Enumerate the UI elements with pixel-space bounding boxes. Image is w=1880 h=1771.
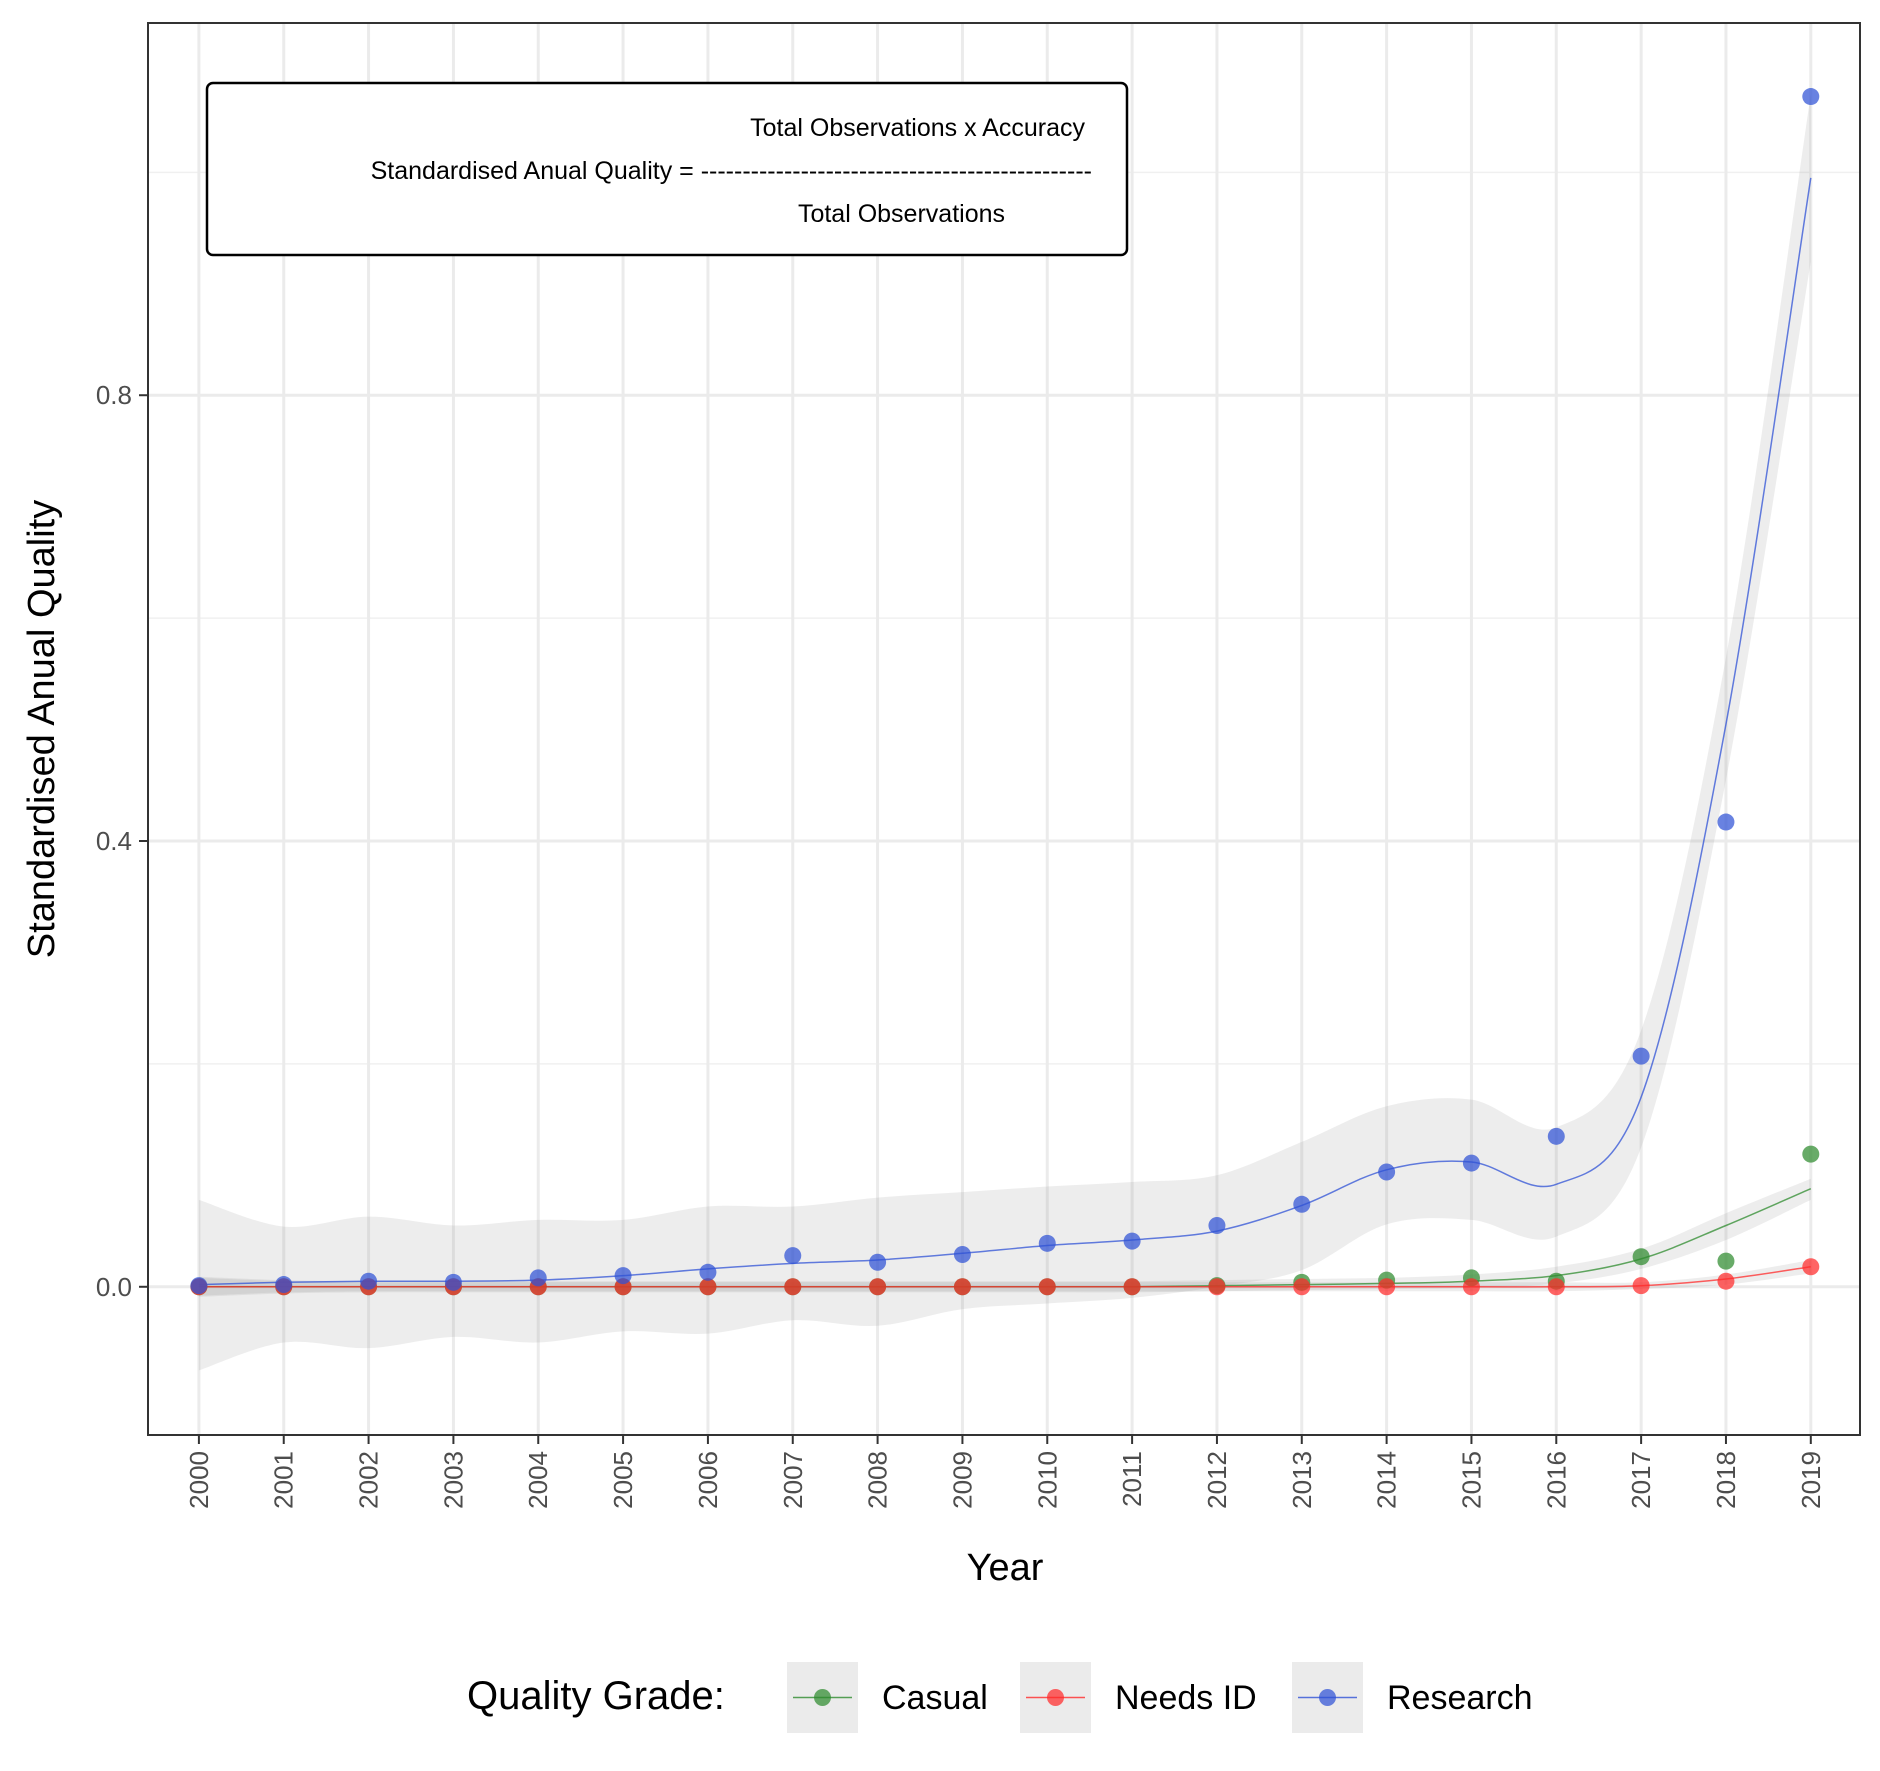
- data-point-research: [360, 1272, 378, 1290]
- data-point-research: [1632, 1047, 1650, 1065]
- data-point-needs-id: [1802, 1258, 1820, 1276]
- x-tick-label: 2001: [269, 1451, 299, 1509]
- data-point-needs-id: [1293, 1278, 1311, 1296]
- plot-border: [147, 22, 1861, 1436]
- data-point-research: [275, 1276, 293, 1294]
- legend-key-point: [1319, 1689, 1336, 1706]
- data-points: [190, 88, 1820, 1296]
- legend-key-point: [814, 1689, 831, 1706]
- data-point-research: [529, 1269, 547, 1287]
- y-axis-title: Standardised Anual Quality: [21, 500, 63, 958]
- formula-box: [205, 81, 1129, 257]
- data-point-needs-id: [784, 1278, 802, 1296]
- x-tick-label: 2004: [523, 1451, 553, 1509]
- data-point-research: [1038, 1234, 1056, 1252]
- x-tick-label: 2015: [1456, 1451, 1486, 1509]
- data-point-research: [190, 1277, 208, 1295]
- x-tick-label: 2018: [1711, 1451, 1741, 1509]
- data-point-research: [1717, 813, 1735, 831]
- confidence-band-research: [198, 94, 1811, 1371]
- legend: Quality Grade: Casual Needs ID Research: [467, 1662, 1533, 1733]
- data-point-research: [1462, 1154, 1480, 1172]
- data-point-research: [1802, 88, 1820, 106]
- y-axis: 0.0 0.4 0.8: [96, 380, 148, 1302]
- formula-annotation: Total Observations x Accuracy Standardis…: [205, 81, 1129, 257]
- x-tick-label: 2007: [778, 1451, 808, 1509]
- data-point-needs-id: [953, 1278, 971, 1296]
- data-point-needs-id: [1547, 1278, 1565, 1296]
- x-tick-label: 2002: [354, 1451, 384, 1509]
- data-point-needs-id: [1038, 1278, 1056, 1296]
- legend-title: Quality Grade:: [467, 1674, 725, 1718]
- legend-label: Casual: [882, 1679, 988, 1717]
- data-point-casual: [1802, 1145, 1820, 1163]
- data-point-needs-id: [699, 1278, 717, 1296]
- data-point-needs-id: [1632, 1277, 1650, 1295]
- x-tick-label: 2006: [693, 1451, 723, 1509]
- data-point-research: [784, 1247, 802, 1265]
- x-tick-label: 2016: [1541, 1451, 1571, 1509]
- x-tick-label: 2019: [1796, 1451, 1826, 1509]
- x-tick-label: 2008: [863, 1451, 893, 1509]
- x-tick-label: 2000: [184, 1451, 214, 1509]
- formula-numerator: Total Observations x Accuracy: [750, 114, 1085, 142]
- legend-label: Needs ID: [1115, 1679, 1257, 1717]
- smooth-line-research: [198, 177, 1812, 1286]
- plot-background: [148, 23, 1860, 1435]
- x-tick-label: 2009: [947, 1451, 977, 1509]
- legend-item-casual: Casual: [787, 1662, 988, 1733]
- x-tick-label: 2017: [1626, 1451, 1656, 1509]
- data-point-research: [1123, 1232, 1141, 1250]
- data-point-needs-id: [1378, 1278, 1396, 1296]
- x-tick-label: 2003: [438, 1451, 468, 1509]
- data-point-research: [699, 1263, 717, 1281]
- legend-keys: Casual Needs ID Research: [787, 1662, 1533, 1733]
- formula-main: Standardised Anual Quality = -----------…: [371, 157, 1092, 185]
- data-point-research: [444, 1273, 462, 1291]
- data-point-needs-id: [869, 1278, 887, 1296]
- y-tick-label: 0.4: [96, 826, 132, 856]
- data-point-casual: [1632, 1248, 1650, 1266]
- data-point-needs-id: [1208, 1278, 1226, 1296]
- x-axis-title: Year: [967, 1547, 1044, 1589]
- x-tick-label: 2005: [608, 1451, 638, 1509]
- confidence-band-casual: [198, 1178, 1811, 1297]
- data-point-research: [953, 1245, 971, 1263]
- data-point-research: [1547, 1127, 1565, 1145]
- legend-item-research: Research: [1292, 1662, 1533, 1733]
- data-point-research: [1293, 1195, 1311, 1213]
- y-tick-label: 0.0: [96, 1272, 132, 1302]
- x-axis: 2000 2001 2002 2003 2004 2005 2006 2007 2008 2009…: [184, 1435, 1826, 1509]
- data-point-research: [1378, 1163, 1396, 1181]
- y-tick-label: 0.8: [96, 380, 132, 410]
- data-point-needs-id: [1462, 1278, 1480, 1296]
- legend-key-point: [1047, 1689, 1064, 1706]
- data-point-research: [1208, 1216, 1226, 1234]
- data-point-needs-id: [1123, 1278, 1141, 1296]
- data-point-casual: [1717, 1252, 1735, 1270]
- legend-item-needs-id: Needs ID: [1020, 1662, 1257, 1733]
- x-tick-label: 2011: [1117, 1451, 1147, 1507]
- x-tick-label: 2010: [1032, 1451, 1062, 1509]
- data-point-needs-id: [1717, 1272, 1735, 1290]
- x-tick-label: 2014: [1372, 1451, 1402, 1509]
- x-tick-label: 2013: [1287, 1451, 1317, 1509]
- x-tick-label: 2012: [1202, 1451, 1232, 1509]
- legend-label: Research: [1387, 1679, 1533, 1717]
- formula-denominator: Total Observations: [798, 200, 1005, 228]
- data-point-research: [614, 1267, 632, 1285]
- data-point-research: [869, 1253, 887, 1271]
